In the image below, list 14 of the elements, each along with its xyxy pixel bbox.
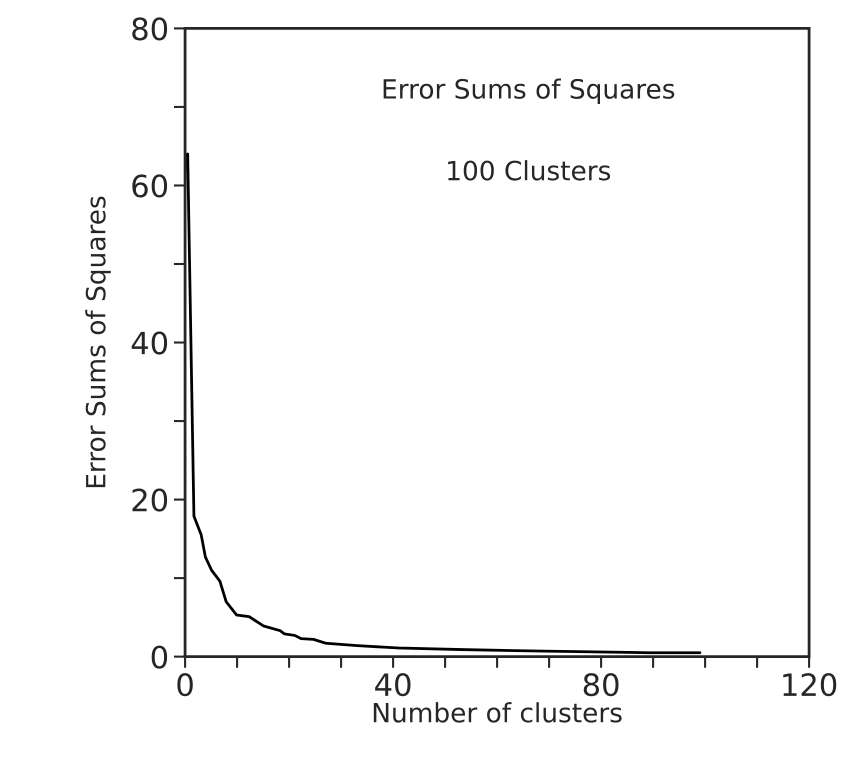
y-axis-title: Error Sums of Squares — [85, 196, 111, 488]
y-tick-label: 0 — [152, 646, 168, 669]
annotation: 100 Clusters — [448, 160, 610, 181]
annotation: Error Sums of Squares — [384, 78, 674, 104]
x-tick-label: 40 — [375, 673, 410, 696]
x-tick-label: 120 — [783, 673, 836, 696]
y-tick-label: 80 — [132, 17, 168, 40]
y-tick-label: 20 — [132, 488, 168, 512]
x-tick-label: 0 — [177, 673, 193, 696]
line-series — [186, 152, 702, 654]
y-tick-label: 40 — [132, 331, 168, 355]
y-tick-label: 60 — [132, 174, 168, 198]
x-axis-title: Number of clusters — [374, 702, 622, 723]
x-tick-label: 80 — [584, 673, 619, 696]
